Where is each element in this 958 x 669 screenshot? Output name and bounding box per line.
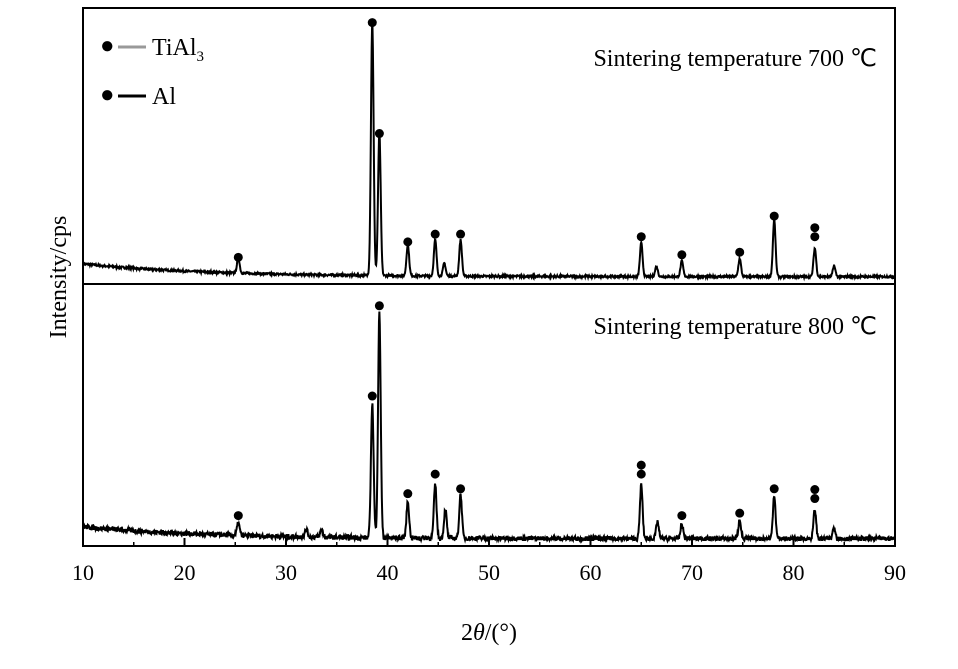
- x-tick-label: 50: [478, 560, 500, 585]
- x-tick-label: 20: [174, 560, 196, 585]
- x-axis-label: 2θ/(°): [461, 620, 517, 646]
- peak-marker: [374, 301, 384, 311]
- y-axis-label: Intensity/cps: [46, 216, 72, 339]
- panel-title-800: Sintering temperature 800 ℃: [593, 314, 877, 340]
- legend-marker-tial3: ●: [100, 33, 115, 59]
- peak-marker: [430, 469, 440, 479]
- legend-item-al: ● Al: [100, 82, 176, 110]
- xrd-trace-panel-1: [82, 311, 896, 544]
- peak-marker: [810, 485, 820, 495]
- peak-marker: [367, 18, 377, 28]
- x-axis: 10 20 30 40 50 60 70 80 90: [72, 538, 906, 585]
- peak-marker: [810, 223, 820, 233]
- panel-title-700: Sintering temperature 700 ℃: [593, 46, 877, 72]
- legend-marker-al: ●: [100, 82, 115, 108]
- peak-marker: [769, 211, 779, 221]
- peak-marker: [430, 229, 440, 239]
- peak-marker: [636, 232, 646, 242]
- peak-marker: [810, 494, 820, 504]
- x-tick-label: 60: [580, 560, 602, 585]
- peak-marker: [677, 511, 687, 521]
- legend-item-tial3: ● TiAl3: [100, 33, 204, 65]
- x-axis-label-suffix: /(°): [485, 620, 517, 646]
- peak-marker: [636, 460, 646, 470]
- legend-label-al-main: Al: [152, 84, 176, 110]
- peak-markers: [233, 18, 820, 521]
- peak-marker: [233, 252, 243, 262]
- peak-marker: [636, 469, 646, 479]
- peak-marker: [735, 247, 745, 257]
- peak-marker: [810, 232, 820, 242]
- peak-marker: [233, 511, 243, 521]
- x-tick-label: 70: [681, 560, 703, 585]
- peak-marker: [456, 229, 466, 239]
- peak-marker: [403, 237, 413, 247]
- legend-label-tial3-main: TiAl: [152, 35, 197, 61]
- peak-marker: [769, 484, 779, 494]
- x-tick-label: 80: [783, 560, 805, 585]
- x-tick-label: 30: [275, 560, 297, 585]
- peak-marker: [367, 391, 377, 401]
- peak-marker: [735, 508, 745, 518]
- x-axis-label-theta: θ: [473, 620, 485, 646]
- peak-marker: [456, 484, 466, 494]
- peak-marker: [403, 489, 413, 499]
- x-tick-label: 90: [884, 560, 906, 585]
- x-tick-label: 10: [72, 560, 94, 585]
- xrd-trace-panel-0: [82, 25, 896, 282]
- legend-label-al: Al: [152, 84, 176, 110]
- legend-label-tial3: TiAl3: [152, 35, 204, 65]
- legend-label-tial3-sub: 3: [196, 49, 204, 65]
- legend: ● TiAl3 ● Al: [100, 33, 204, 110]
- peak-marker: [374, 129, 384, 139]
- x-axis-label-prefix: 2: [461, 620, 473, 646]
- x-tick-label: 40: [377, 560, 399, 585]
- peak-marker: [677, 250, 687, 260]
